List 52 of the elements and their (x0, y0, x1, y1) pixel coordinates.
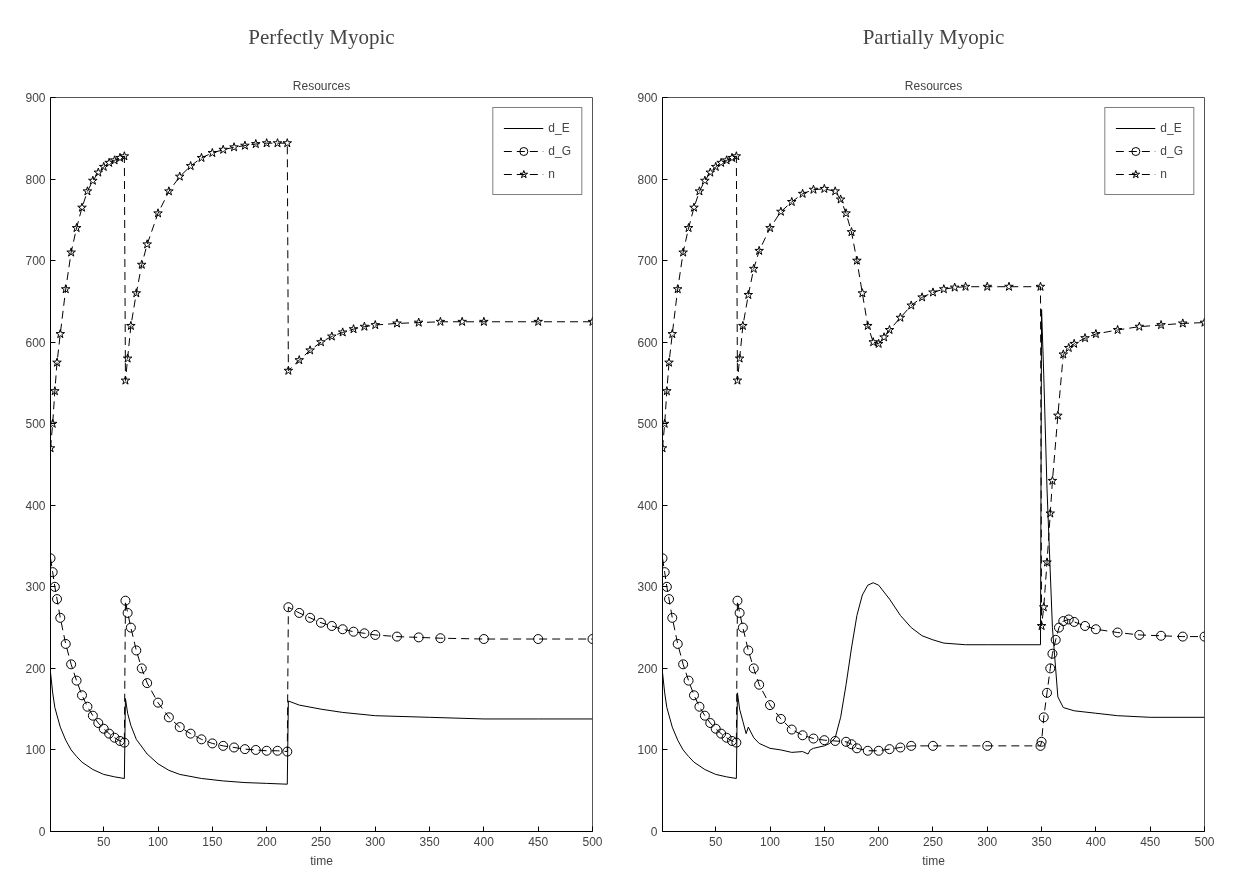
x-tick-label: 300 (365, 834, 386, 849)
legend-label: n (548, 167, 556, 181)
x-tick-label: 450 (528, 834, 549, 849)
x-tick-label: 50 (97, 834, 111, 849)
legend-label: d_G (1160, 144, 1183, 158)
x-tick-label: 150 (202, 834, 223, 849)
y-tick-label: 300 (25, 580, 46, 595)
x-tick-label: 450 (1140, 834, 1161, 849)
legend-label: d_G (548, 144, 571, 158)
y-tick-label: 200 (637, 661, 658, 676)
legend-label: d_E (548, 121, 570, 135)
y-tick-label: 0 (650, 825, 658, 839)
x-tick-label: 500 (582, 834, 603, 849)
x-tick-label: 200 (868, 834, 889, 849)
x-tick-label: 150 (814, 834, 835, 849)
y-tick-label: 700 (637, 254, 658, 269)
y-tick-label: 900 (637, 91, 658, 105)
chart-title: Partially Myopic (862, 25, 1005, 49)
x-tick-label: 350 (1031, 834, 1052, 849)
y-tick-label: 900 (25, 91, 46, 105)
x-tick-label: 300 (977, 834, 998, 849)
x-tick-label: 500 (1194, 834, 1215, 849)
y-tick-label: 500 (637, 417, 658, 432)
x-tick-label: 50 (709, 834, 723, 849)
x-tick-label: 400 (1085, 834, 1107, 849)
x-axis-title: time (310, 853, 334, 868)
y-tick-label: 600 (25, 335, 46, 350)
x-tick-label: 250 (922, 834, 944, 849)
y-tick-label: 0 (38, 825, 46, 839)
y-tick-label: 100 (25, 743, 46, 758)
legend-label: d_E (1160, 121, 1182, 135)
y-tick-label: 500 (25, 417, 46, 432)
legend-label: n (1160, 167, 1168, 181)
chart-subtitle: Resources (904, 78, 963, 93)
y-tick-label: 300 (637, 580, 658, 595)
y-tick-label: 600 (637, 335, 658, 350)
x-tick-label: 350 (419, 834, 440, 849)
y-tick-label: 800 (637, 172, 658, 187)
x-tick-label: 100 (148, 834, 169, 849)
x-tick-label: 200 (256, 834, 277, 849)
y-tick-label: 400 (25, 498, 46, 513)
chart-subtitle: Resources (292, 78, 351, 93)
y-tick-label: 100 (637, 743, 658, 758)
chart-title: Perfectly Myopic (248, 25, 395, 49)
x-tick-label: 400 (473, 834, 495, 849)
x-tick-label: 250 (310, 834, 332, 849)
y-tick-label: 200 (25, 661, 46, 676)
y-tick-label: 800 (25, 172, 46, 187)
x-tick-label: 100 (760, 834, 781, 849)
x-axis-title: time (922, 853, 946, 868)
y-tick-label: 700 (25, 254, 46, 269)
y-tick-label: 400 (637, 498, 658, 513)
